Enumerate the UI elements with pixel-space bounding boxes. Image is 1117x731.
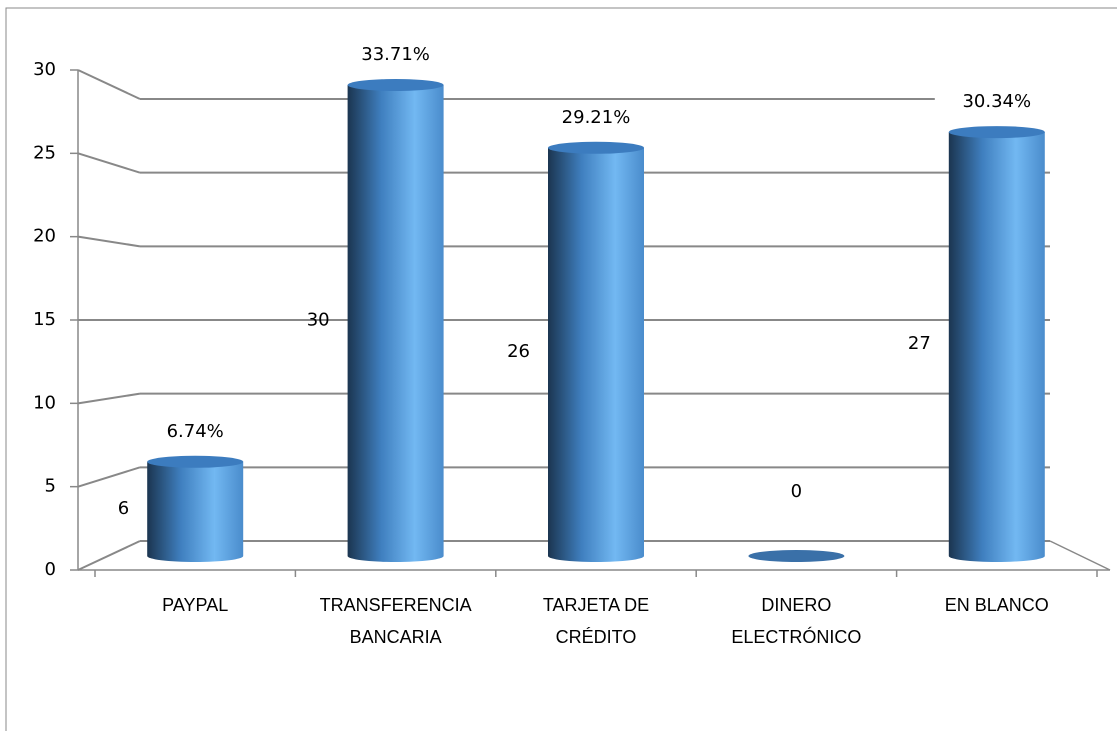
y-tick-label: 10 [33,392,56,413]
bar [147,461,244,562]
label-box [934,86,1059,119]
bar [748,550,845,562]
count-label: 6 [118,498,129,519]
y-tick-label: 25 [33,142,56,163]
x-tick-label: EN BLANCO [945,595,1049,615]
count-label: 26 [507,341,530,362]
y-tick-label: 15 [33,309,56,330]
percent-label: 30.34% [962,91,1031,112]
bar [347,85,444,562]
bar-top [347,79,444,91]
bar [948,132,1045,562]
grid-line [77,152,141,174]
x-tick-label: TARJETA DE [543,595,649,615]
x-tick-label: DINERO [761,595,831,615]
floor-right [1049,540,1111,571]
percent-label: 33.71% [361,44,430,65]
bar [548,147,644,563]
x-tick-label: BANCARIA [350,627,442,647]
label-box [534,101,658,134]
label-box [333,39,458,71]
grid-line [77,69,141,100]
grid-line [77,235,141,248]
percent-label: 6.74% [167,421,224,442]
count-label: 0 [791,481,802,502]
grid-line [77,392,141,405]
x-tick-label: ELECTRÓNICO [731,626,861,647]
bar-top [948,126,1045,139]
label-box [133,415,258,448]
x-tick-label: TRANSFERENCIA [320,595,472,615]
count-label: 27 [908,333,931,354]
x-tick-label: PAYPAL [162,595,228,615]
frame [5,7,1117,731]
x-tick-label: CRÉDITO [556,627,637,647]
y-tick-label: 20 [33,226,56,247]
bar-top [548,141,644,154]
bar-top [147,455,244,468]
percent-label: 29.21% [562,107,631,128]
grid-line [77,466,141,488]
y-tick-label: 5 [45,476,56,497]
y-tick-label: 30 [33,59,56,80]
count-label: 30 [307,310,330,331]
grid-line [77,540,141,571]
y-tick-label: 0 [45,559,56,580]
